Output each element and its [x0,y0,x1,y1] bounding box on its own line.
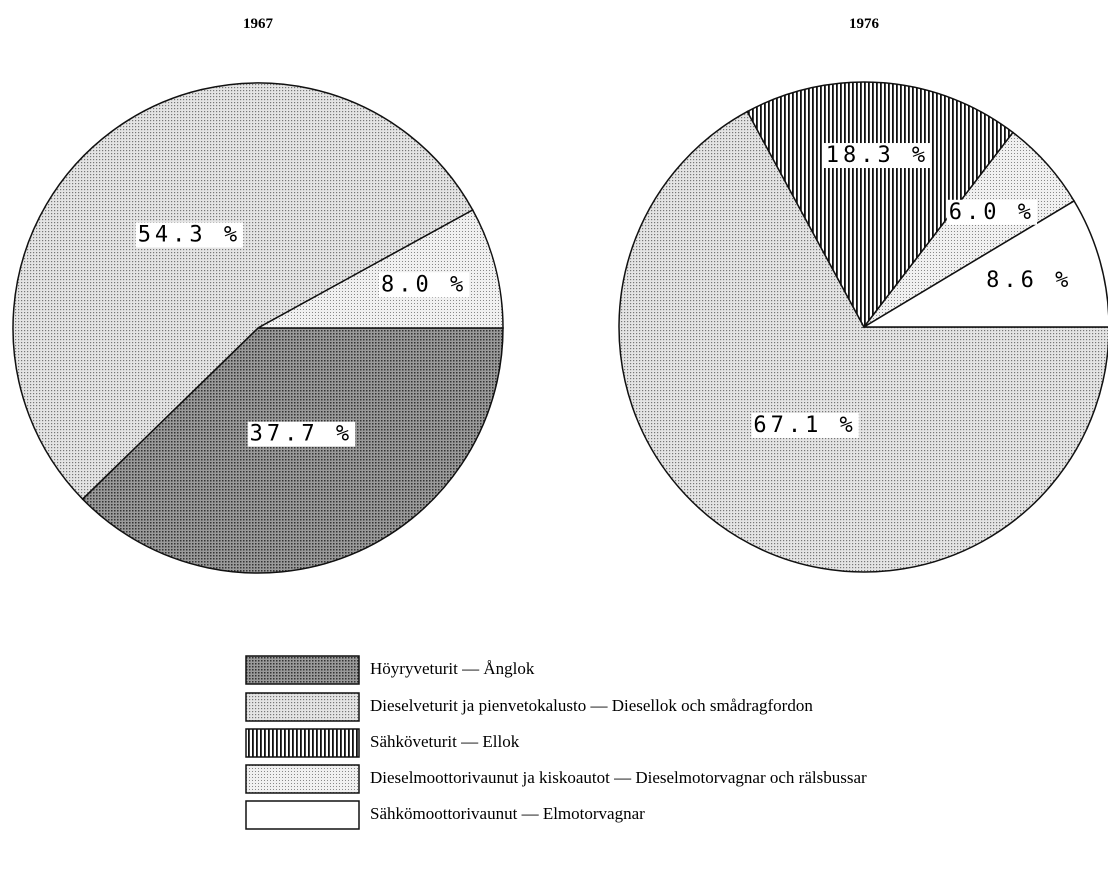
value-label-bg [135,222,244,248]
value-label-bg [378,272,470,298]
legend-swatch [245,764,360,794]
legend-label: Dieselveturit ja pienvetokalusto — Diese… [370,696,813,715]
value-label: 18.3 % [826,143,929,168]
legend-label: Sähkömoottorivaunut — Elmotorvagnar [370,804,645,823]
value-label: 54.3 % [138,222,241,247]
legend-swatch [245,692,360,722]
value-label-bg [946,199,1038,225]
legend-swatch [245,800,360,830]
pie-slice [81,327,504,574]
legend-label: Sähköveturit — Ellok [370,732,520,751]
chart-title: 1967 [243,16,274,32]
value-label-bg [823,143,932,169]
legend-swatch [245,655,360,685]
pie-slice [257,208,504,329]
value-label-bg [751,412,859,438]
chart-title: 1976 [849,16,880,32]
pie-slice [12,82,474,501]
pie-slice [618,110,1108,573]
value-label: 37.7 % [250,422,353,447]
pie-slice [861,199,1108,328]
value-label: 8.6 % [986,268,1072,293]
value-label-bg [247,421,356,447]
pie-slice [746,81,1014,329]
value-label: 8.0 % [381,272,467,297]
legend-label: Höyryveturit — Ånglok [370,659,535,678]
value-label: 6.0 % [949,200,1035,225]
legend: Höyryveturit — Ånglok Dieselveturit ja pi… [245,655,867,830]
value-label: 67.1 % [753,413,856,438]
pies: 1967 37.7 % 54.3 % 8.0 % 1976 67.1 % 18.3 % 6.0… [12,16,1108,574]
legend-label: Dieselmoottorivaunut ja kiskoautot — Die… [370,768,867,787]
legend-swatch [245,728,360,758]
value-label-bg [984,268,1075,294]
